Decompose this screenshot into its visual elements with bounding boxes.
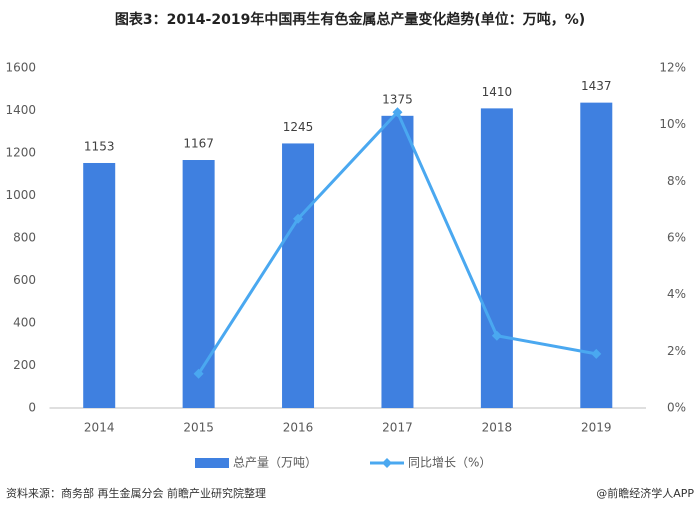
y-tick-label: 0 — [28, 401, 36, 415]
data-label: 1437 — [581, 79, 612, 93]
data-label: 1375 — [382, 92, 413, 106]
line-marker — [293, 213, 304, 224]
x-tick-label: 2015 — [183, 421, 214, 435]
x-tick-label: 2016 — [283, 421, 314, 435]
y2-tick-label: 2% — [667, 344, 686, 358]
source: 资料来源：商务部 再生金属分会 前瞻产业研究院整理 — [6, 486, 266, 500]
y-tick-label: 1400 — [5, 103, 36, 117]
y2-tick-label: 8% — [667, 174, 686, 188]
line-marker — [591, 348, 602, 359]
x-tick-label: 2018 — [482, 421, 513, 435]
legend-label: 总产量（万吨） — [233, 456, 317, 470]
y-tick-label: 400 — [13, 316, 36, 330]
data-label: 1153 — [84, 139, 115, 153]
legend-label: 同比增长（%） — [408, 456, 491, 470]
bar — [381, 115, 414, 408]
y-tick-label: 1000 — [5, 188, 36, 202]
bar — [83, 162, 116, 408]
line-marker — [193, 368, 204, 379]
data-label: 1410 — [482, 85, 513, 99]
y2-tick-label: 4% — [667, 287, 686, 301]
y-tick-label: 800 — [13, 231, 36, 245]
y2-tick-label: 6% — [667, 231, 686, 245]
line-marker — [491, 330, 502, 341]
credit: @前瞻经济学人APP — [596, 486, 694, 500]
y2-tick-label: 0% — [667, 401, 686, 415]
x-tick-label: 2017 — [382, 421, 413, 435]
y2-tick-label: 10% — [659, 117, 686, 131]
legend-swatch — [195, 458, 229, 468]
bar — [282, 143, 315, 408]
x-tick-label: 2014 — [84, 421, 115, 435]
y-tick-label: 1200 — [5, 146, 36, 160]
chart-title: 图表3：2014-2019年中国再生有色金属总产量变化趋势(单位：万吨，%) — [115, 11, 585, 28]
y2-tick-label: 12% — [659, 61, 686, 75]
y-tick-label: 200 — [13, 358, 36, 372]
data-label: 1245 — [283, 120, 314, 134]
bar — [580, 102, 613, 408]
line-marker — [392, 107, 403, 118]
bar — [480, 108, 513, 408]
y-tick-label: 600 — [13, 273, 36, 287]
legend-swatch — [382, 458, 392, 468]
data-label: 1167 — [183, 137, 214, 151]
x-tick-label: 2019 — [581, 421, 612, 435]
bar — [182, 160, 215, 408]
y-tick-label: 1600 — [5, 61, 36, 75]
